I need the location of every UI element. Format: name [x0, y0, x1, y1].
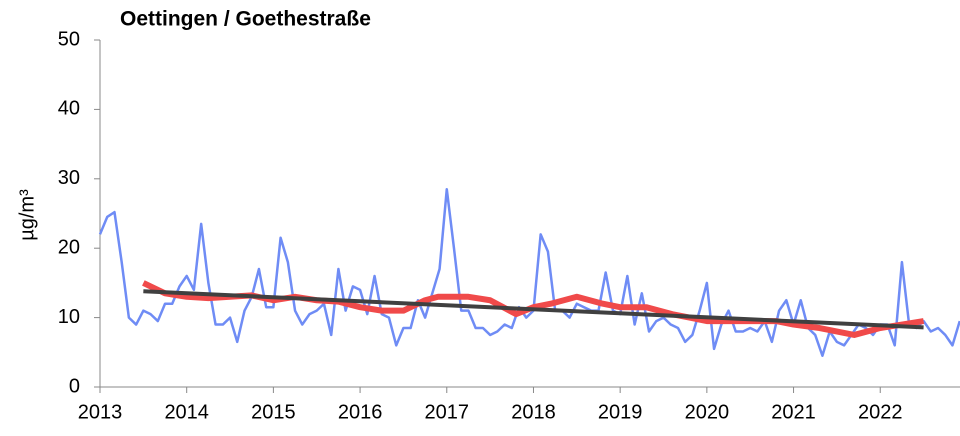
- x-tick-label: 2022: [858, 401, 903, 423]
- x-tick-label: 2016: [338, 401, 383, 423]
- x-tick-label: 2017: [425, 401, 470, 423]
- x-tick-label: 2021: [771, 401, 816, 423]
- x-tick-label: 2015: [251, 401, 296, 423]
- y-tick-label: 30: [58, 167, 80, 189]
- chart-title: Oettingen / Goethestraße: [120, 8, 371, 31]
- y-tick-label: 40: [58, 98, 80, 120]
- x-tick-label: 2020: [685, 401, 730, 423]
- x-tick-label: 2013: [78, 401, 123, 423]
- x-tick-label: 2019: [598, 401, 643, 423]
- y-tick-label: 10: [58, 306, 80, 328]
- x-tick-label: 2014: [164, 401, 209, 423]
- y-tick-label: 20: [58, 236, 80, 258]
- series-line: [143, 289, 924, 330]
- y-tick-label: 0: [69, 375, 80, 397]
- series-line: [98, 187, 960, 358]
- y-tick-label: 50: [58, 28, 80, 50]
- x-tick-label: 2018: [511, 401, 556, 423]
- y-axis-label: µg/m³: [16, 189, 38, 241]
